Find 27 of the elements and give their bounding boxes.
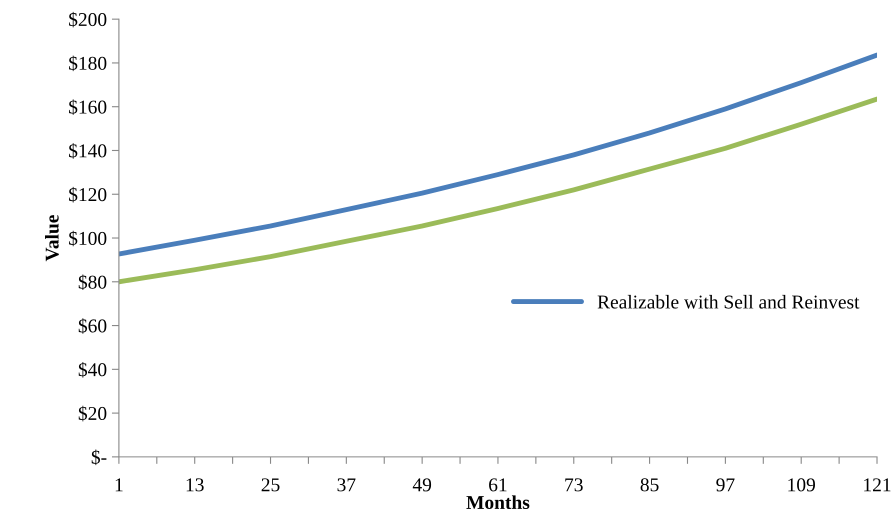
y-tick-label: $140 bbox=[69, 143, 106, 159]
x-tick-label: 73 bbox=[565, 478, 583, 492]
x-tick-label: 121 bbox=[864, 478, 890, 492]
y-tick-label: $200 bbox=[69, 12, 106, 28]
x-tick-label: 37 bbox=[338, 478, 356, 492]
x-tick-label: 13 bbox=[186, 478, 204, 492]
y-tick-label: $160 bbox=[69, 99, 106, 115]
x-tick-label: 25 bbox=[262, 478, 280, 492]
y-tick-label: $100 bbox=[69, 230, 106, 246]
y-tick-label: $80 bbox=[78, 274, 106, 290]
x-tick-label: 61 bbox=[489, 478, 507, 492]
x-tick-label: 49 bbox=[412, 478, 432, 492]
y-tick-label: $180 bbox=[69, 56, 106, 72]
y-tick-label: $20 bbox=[78, 406, 106, 422]
line-series bbox=[118, 52, 878, 256]
line-series bbox=[118, 96, 878, 284]
y-tick-label: $120 bbox=[69, 186, 106, 202]
legend-label: Realizable with Sell and Reinvest bbox=[598, 294, 860, 309]
x-tick-label: 1 bbox=[116, 478, 123, 492]
x-tick-label: 97 bbox=[716, 478, 735, 492]
y-tick-label: $- bbox=[92, 450, 106, 466]
x-axis-title: Months bbox=[466, 495, 530, 510]
y-tick-label: $40 bbox=[78, 362, 106, 378]
y-tick-label: $60 bbox=[78, 318, 106, 334]
y-axis-title: Value bbox=[45, 215, 59, 262]
x-tick-label: 85 bbox=[640, 478, 659, 492]
x-tick-label: 109 bbox=[788, 478, 815, 492]
